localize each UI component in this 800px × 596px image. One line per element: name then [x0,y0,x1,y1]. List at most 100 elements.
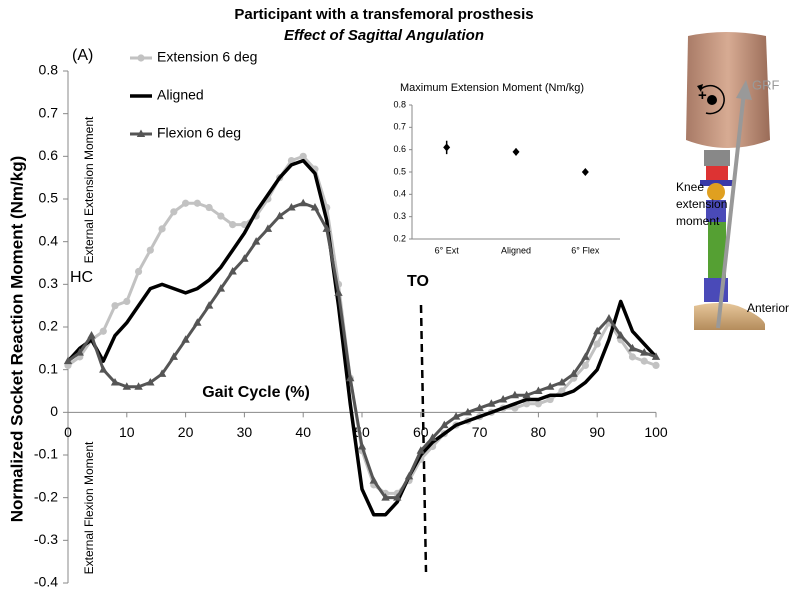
legend-label: Aligned [157,87,204,103]
marker [99,327,107,335]
x-axis-label: Gait Cycle (%) [202,384,310,401]
marker [440,420,449,429]
y-tick-label: 0.6 [39,147,59,163]
annotation: External Extension Moment [82,116,96,263]
marker [381,493,390,501]
subtitle: Effect of Sagittal Angulation [284,27,484,44]
marker [216,284,226,292]
marker [240,254,249,262]
marker [393,493,402,501]
marker [628,353,637,361]
marker [616,331,625,339]
marker [134,382,143,390]
marker [275,211,284,220]
marker [428,433,437,441]
marker [263,224,273,232]
inset-y-tick-label: 0.2 [393,233,406,243]
inset-y-tick-label: 0.5 [393,166,406,176]
inset-x-tick-label: 6° Ext [435,245,460,255]
marker [534,400,543,408]
y-tick-label: -0.2 [34,488,58,504]
marker [136,129,146,137]
marker [229,221,237,229]
inset-y-tick-label: 0.4 [393,189,406,199]
marker [593,326,602,335]
marker [228,267,237,275]
inset-y-tick-label: 0.6 [393,144,406,154]
marker [593,340,601,348]
marker [510,390,520,399]
marker [193,318,202,326]
x-tick-label: 90 [589,424,605,440]
marker [557,377,567,386]
marker [205,203,213,212]
y-tick-label: -0.3 [34,531,58,547]
marker [628,343,637,352]
y-axis-label: Normalized Socket Reaction Moment (Nm/kg… [7,156,26,523]
x-tick-label: 0 [64,424,72,440]
marker [287,203,296,211]
y-tick-label: 0.3 [39,275,59,291]
marker [122,382,131,390]
y-tick-label: 0.8 [39,62,59,78]
x-tick-label: 40 [295,424,311,440]
marker [404,471,414,480]
marker [158,225,166,233]
marker [193,199,201,207]
x-tick-label: 60 [413,424,429,440]
marker [182,199,190,207]
marker [545,382,555,390]
marker [640,348,649,356]
marker [334,288,343,296]
marker [169,352,179,360]
marker [204,301,214,309]
figure-label: + [698,87,707,104]
marker [534,386,543,394]
y-tick-label: 0.5 [39,190,59,206]
y-tick-label: 0.2 [39,318,59,334]
figure-label: moment [676,214,720,228]
y-tick-label: -0.4 [34,574,58,590]
y-tick-label: 0.4 [39,232,59,248]
marker [369,476,378,484]
x-tick-label: 10 [119,424,135,440]
toe-off-line [419,304,428,573]
figure-label: Anterior [747,301,789,315]
marker [522,390,531,399]
marker [475,403,484,412]
marker [63,356,73,365]
figure-label: extension [676,197,727,211]
y-tick-label: -0.1 [34,446,58,462]
point [581,168,589,176]
inset-x-tick-label: 6° Flex [571,245,600,255]
point [512,147,520,156]
marker [87,331,96,339]
annotation: External Flexion Moment [82,441,96,574]
marker [123,297,131,305]
y-tick-label: 0 [50,403,58,419]
marker [251,237,261,245]
x-tick-label: 80 [531,424,547,440]
inset-x-tick-label: Aligned [501,245,531,255]
marker [310,203,320,211]
marker [451,412,461,420]
inset-y-tick-label: 0.8 [393,99,406,109]
x-tick-label: 100 [644,424,668,440]
marker [581,361,590,369]
annotation: TO [407,273,429,290]
point [443,143,451,152]
marker [299,152,307,160]
x-tick-label: 30 [237,424,253,440]
marker [75,348,84,356]
marker [487,399,496,407]
marker [170,208,178,216]
marker [640,357,648,365]
marker [146,377,155,386]
figure-label: GRF [752,77,780,92]
series-line [66,158,658,517]
marker [581,352,590,360]
marker [604,313,614,322]
marker [111,302,119,310]
inset-y-tick-label: 0.3 [393,211,406,221]
x-tick-label: 70 [472,424,488,440]
